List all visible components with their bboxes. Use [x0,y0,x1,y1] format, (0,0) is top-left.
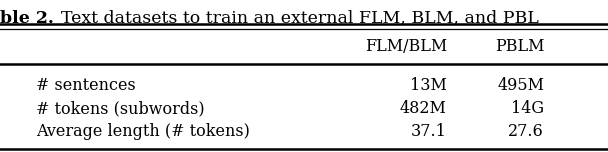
Text: ble 2.: ble 2. [0,10,54,27]
Text: 482M: 482M [400,100,447,117]
Text: Average length (# tokens): Average length (# tokens) [36,123,250,140]
Text: # tokens (subwords): # tokens (subwords) [36,100,205,117]
Text: 495M: 495M [497,77,544,94]
Text: 14G: 14G [511,100,544,117]
Text: 13M: 13M [410,77,447,94]
Text: Text datasets to train an external FLM, BLM, and PBL: Text datasets to train an external FLM, … [50,10,539,27]
Text: PBLM: PBLM [495,38,544,55]
Text: # sentences: # sentences [36,77,136,94]
Text: 37.1: 37.1 [411,123,447,140]
Text: 27.6: 27.6 [508,123,544,140]
Text: FLM/BLM: FLM/BLM [365,38,447,55]
